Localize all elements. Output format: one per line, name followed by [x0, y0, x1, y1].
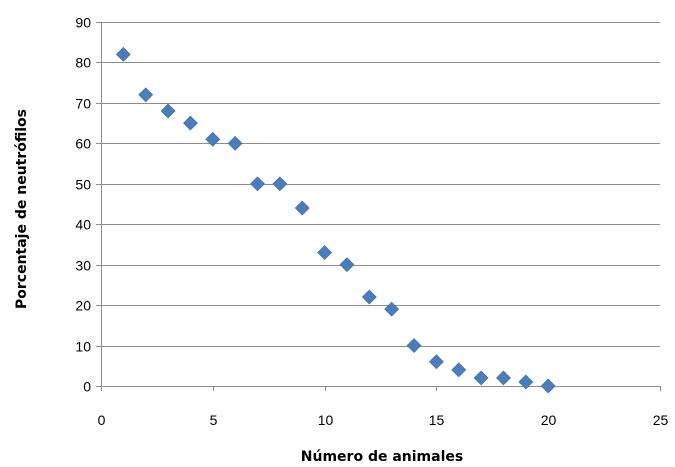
data-points: [115, 46, 556, 394]
x-tick-label: 0: [98, 412, 106, 428]
data-point: [294, 200, 310, 216]
data-point: [272, 176, 288, 192]
y-tick-label: 70: [75, 96, 91, 112]
x-tick-label: 20: [541, 412, 557, 428]
x-tick-label: 10: [318, 412, 334, 428]
x-tick-label: 5: [210, 412, 218, 428]
data-point: [428, 354, 444, 370]
gridlines: [101, 22, 660, 347]
data-point: [496, 370, 511, 386]
data-point: [451, 362, 467, 378]
x-tick-label: 15: [429, 412, 445, 428]
y-tick-label: 90: [75, 15, 91, 31]
data-point: [115, 46, 131, 62]
y-axis-title: Porcentaje de neutrófilos: [14, 109, 30, 309]
data-point: [183, 115, 198, 131]
data-point: [160, 103, 176, 119]
y-tick-labels: 0 10 20 30 40 50 60 70 80 90: [75, 15, 91, 395]
y-tick-label: 30: [75, 258, 91, 274]
y-tick-label: 80: [75, 55, 91, 71]
y-tick-label: 60: [75, 136, 91, 152]
data-point: [518, 374, 534, 390]
data-point: [406, 338, 422, 353]
y-tick-label: 20: [75, 298, 91, 314]
y-tick-label: 0: [83, 379, 91, 395]
data-point: [540, 378, 556, 394]
x-tick-labels: 0 5 10 15 20 25: [98, 412, 669, 428]
x-axis-title: Número de animales: [301, 449, 463, 465]
y-tick-label: 50: [75, 177, 91, 193]
data-point: [317, 245, 333, 260]
data-point: [384, 301, 400, 317]
data-point: [361, 289, 377, 305]
data-point: [138, 87, 154, 103]
x-tick-label: 25: [653, 412, 669, 428]
data-point: [205, 131, 221, 147]
data-point: [227, 135, 243, 151]
y-tick-label: 10: [75, 339, 91, 355]
axes: [96, 22, 661, 391]
data-point: [473, 370, 489, 386]
data-point: [250, 176, 265, 192]
y-tick-label: 40: [75, 217, 91, 233]
data-point: [339, 257, 355, 273]
